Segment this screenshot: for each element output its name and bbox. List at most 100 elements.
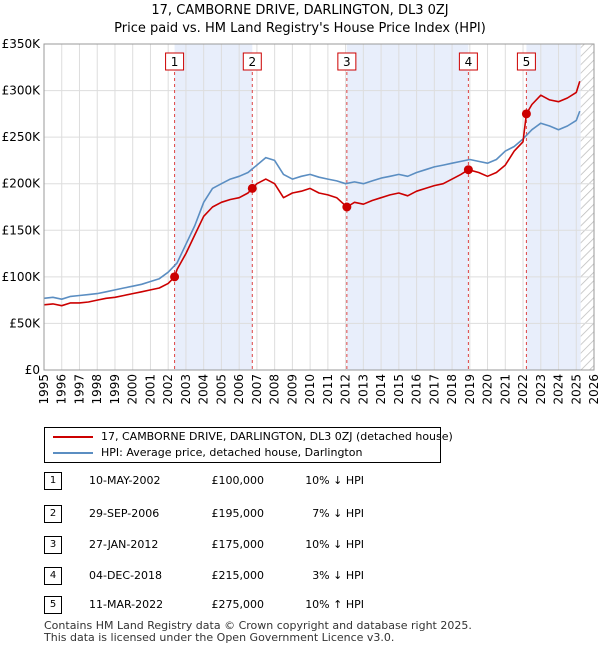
sale-hpi-diff: 10% ↑ HPI bbox=[305, 598, 364, 611]
x-tick-label: 2017 bbox=[427, 374, 441, 405]
sale-point bbox=[342, 202, 352, 212]
x-tick-label: 2019 bbox=[463, 374, 477, 405]
x-tick-label: 2002 bbox=[161, 374, 175, 405]
sale-date: 27-JAN-2012 bbox=[89, 538, 159, 551]
sale-marker-lines: 1 2 3 4 5 bbox=[165, 52, 536, 370]
sale-number-badge: 4 bbox=[44, 567, 62, 585]
sale-date: 11-MAR-2022 bbox=[89, 598, 164, 611]
sale-date: 29-SEP-2006 bbox=[89, 507, 160, 520]
sale-number-badge: 3 bbox=[44, 536, 62, 554]
x-tick-label: 2013 bbox=[356, 374, 370, 405]
sale-marker-label: 2 bbox=[248, 55, 256, 69]
footer-copyright: Contains HM Land Registry data © Crown c… bbox=[44, 619, 472, 632]
x-tick-label: 2014 bbox=[374, 374, 388, 405]
x-tick-label: 2010 bbox=[303, 374, 317, 405]
series-line-hpi bbox=[43, 110, 581, 301]
x-tick-label: 2012 bbox=[339, 374, 353, 405]
sale-marker-box bbox=[458, 52, 478, 71]
x-tick-label: 2011 bbox=[321, 374, 335, 405]
sale-marker-label: 1 bbox=[171, 55, 179, 69]
x-tick-label: 2004 bbox=[197, 374, 211, 405]
table-row: 2 29-SEP-2006 £195,000 7% ↓ HPI bbox=[44, 505, 424, 523]
x-tick-label: 2009 bbox=[285, 374, 299, 405]
x-tick-label: 2020 bbox=[481, 374, 495, 405]
y-tick-label: £200K bbox=[2, 177, 42, 191]
x-tick-label: 2016 bbox=[410, 374, 424, 405]
x-tick-label: 1997 bbox=[72, 374, 86, 405]
x-tick-label: 2006 bbox=[232, 374, 246, 405]
table-row: 5 11-MAR-2022 £275,000 10% ↑ HPI bbox=[44, 596, 424, 614]
sale-marker-box bbox=[242, 52, 262, 71]
sale-number-badge: 1 bbox=[44, 472, 62, 490]
x-tick-label: 2023 bbox=[534, 374, 548, 405]
x-tick-label: 2025 bbox=[569, 374, 583, 405]
legend-swatch-hpi bbox=[53, 452, 93, 454]
sale-points bbox=[170, 109, 531, 282]
x-tick-label: 2026 bbox=[587, 374, 600, 405]
axes: £0 £50K £100K £150K £200K £250K £300K £350K 1995… bbox=[2, 37, 600, 405]
x-tick-label: 2018 bbox=[445, 374, 459, 405]
x-tick-label: 1995 bbox=[37, 374, 51, 405]
legend-item-hpi: HPI: Average price, detached house, Darl… bbox=[45, 445, 438, 461]
shaded-periods bbox=[44, 44, 594, 370]
series-lines bbox=[43, 81, 581, 307]
x-tick-label: 1999 bbox=[108, 374, 122, 405]
x-tick-label: 1998 bbox=[90, 374, 104, 405]
sale-price: £175,000 bbox=[211, 538, 265, 551]
legend-item-property: 17, CAMBORNE DRIVE, DARLINGTON, DL3 0ZJ … bbox=[45, 429, 453, 445]
sale-point bbox=[463, 165, 473, 175]
x-tick-label: 2000 bbox=[126, 374, 140, 405]
sale-date: 10-MAY-2002 bbox=[89, 474, 161, 487]
chart-svg: 1 2 3 4 5 £0 £50K £100K £150K £200K £250K £300K £35… bbox=[2, 37, 600, 405]
sale-hpi-diff: 10% ↓ HPI bbox=[305, 538, 364, 551]
sale-point bbox=[247, 183, 257, 193]
table-row: 1 10-MAY-2002 £100,000 10% ↓ HPI bbox=[44, 472, 424, 490]
y-tick-label: £300K bbox=[2, 84, 42, 98]
plot-background bbox=[44, 44, 594, 370]
y-tick-label: £150K bbox=[2, 223, 42, 237]
sale-price: £215,000 bbox=[211, 569, 265, 582]
legend-swatch-property bbox=[53, 436, 93, 438]
legend-label-hpi: HPI: Average price, detached house, Darl… bbox=[101, 446, 363, 459]
x-tick-label: 2005 bbox=[214, 374, 228, 405]
table-row: 3 27-JAN-2012 £175,000 10% ↓ HPI bbox=[44, 536, 424, 554]
y-tick-label: £0 bbox=[25, 363, 40, 377]
footer-licence: This data is licensed under the Open Gov… bbox=[44, 631, 395, 644]
sale-marker-box bbox=[516, 52, 536, 71]
sale-price: £275,000 bbox=[211, 598, 265, 611]
y-tick-label: £50K bbox=[9, 316, 41, 330]
sale-marker-box bbox=[165, 52, 185, 71]
shaded-period bbox=[526, 44, 581, 370]
future-hatch bbox=[580, 44, 594, 370]
sale-marker-label: 4 bbox=[465, 55, 473, 69]
sale-point bbox=[521, 109, 531, 119]
x-tick-label: 2008 bbox=[268, 374, 282, 405]
plot-frame bbox=[43, 43, 595, 371]
sale-marker-label: 5 bbox=[523, 55, 531, 69]
series-line-property bbox=[43, 81, 581, 307]
legend-label-property: 17, CAMBORNE DRIVE, DARLINGTON, DL3 0ZJ … bbox=[101, 430, 453, 443]
sale-hpi-diff: 7% ↓ HPI bbox=[312, 507, 364, 520]
sale-marker-label: 3 bbox=[343, 55, 351, 69]
x-tick-label: 2003 bbox=[179, 374, 193, 405]
x-tick-label: 2022 bbox=[516, 374, 530, 405]
chart-subtitle: Price paid vs. HM Land Registry's House … bbox=[114, 21, 486, 36]
sale-point bbox=[170, 272, 180, 282]
x-tick-label: 2024 bbox=[552, 374, 566, 405]
sale-hpi-diff: 3% ↓ HPI bbox=[312, 569, 364, 582]
table-row: 4 04-DEC-2018 £215,000 3% ↓ HPI bbox=[44, 567, 424, 585]
footer: Contains HM Land Registry data © Crown c… bbox=[44, 620, 472, 644]
chart-title-block: 17, CAMBORNE DRIVE, DARLINGTON, DL3 0ZJ … bbox=[0, 2, 600, 38]
legend: 17, CAMBORNE DRIVE, DARLINGTON, DL3 0ZJ … bbox=[44, 427, 453, 463]
sale-price: £195,000 bbox=[211, 507, 265, 520]
x-tick-label: 2007 bbox=[250, 374, 264, 405]
y-tick-label: £250K bbox=[2, 130, 42, 144]
y-tick-label: £350K bbox=[2, 37, 42, 51]
sale-date: 04-DEC-2018 bbox=[89, 569, 163, 582]
x-tick-label: 1996 bbox=[55, 374, 69, 405]
x-tick-label: 2021 bbox=[498, 374, 512, 405]
shaded-period bbox=[346, 44, 469, 370]
y-tick-label: £100K bbox=[2, 270, 42, 284]
sale-number-badge: 5 bbox=[44, 596, 62, 614]
sale-price: £100,000 bbox=[211, 474, 265, 487]
